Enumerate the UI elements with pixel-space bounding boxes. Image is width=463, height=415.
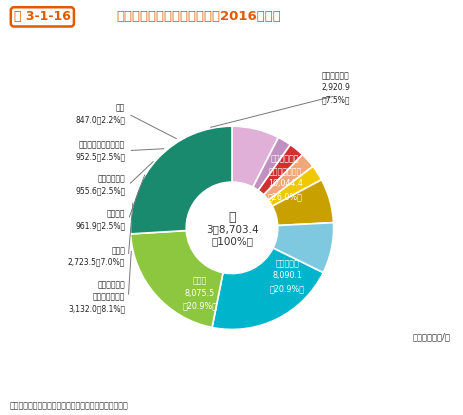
Text: 鉱業
847.0（2.2%）: 鉱業 847.0（2.2%） (75, 104, 125, 124)
Text: 図 3-1-16: 図 3-1-16 (14, 10, 71, 23)
Text: 資料：環境省「産業廃棄物排出・処理状況調査報告書」: 資料：環境省「産業廃棄物排出・処理状況調査報告書」 (9, 402, 128, 411)
Wedge shape (232, 126, 278, 187)
Wedge shape (272, 222, 333, 273)
Wedge shape (130, 231, 223, 327)
Wedge shape (272, 180, 333, 225)
Text: 建設業
8,075.5
（20.9%）: 建設業 8,075.5 （20.9%） (182, 276, 217, 310)
Text: 化学工業
961.9（2.5%）: 化学工業 961.9（2.5%） (75, 209, 125, 230)
Text: その他の業種
2,920.9
（7.5%）: その他の業種 2,920.9 （7.5%） (320, 71, 350, 104)
Wedge shape (258, 144, 302, 195)
Text: 産業廃棄物の業種別排出量（2016年度）: 産業廃棄物の業種別排出量（2016年度） (116, 10, 280, 23)
Text: 食料品製造業
955.6（2.5%）: 食料品製造業 955.6（2.5%） (75, 175, 125, 195)
Text: 窯業・土石製品製造業
952.5（2.5%）: 窯業・土石製品製造業 952.5（2.5%） (75, 140, 125, 161)
Text: （100%）: （100%） (211, 236, 252, 246)
Text: 計: 計 (228, 211, 235, 224)
Text: 単位：万トン/年: 単位：万トン/年 (411, 332, 449, 341)
Text: パルプ・紙・
紙加工品製造業
3,132.0（8.1%）: パルプ・紙・ 紙加工品製造業 3,132.0（8.1%） (68, 281, 125, 313)
Text: 農業、林業
8,090.1
（20.9%）: 農業、林業 8,090.1 （20.9%） (269, 259, 304, 293)
Text: 電気・ガス・
熱供給・水道業
10,044.4
（26.0%）: 電気・ガス・ 熱供給・水道業 10,044.4 （26.0%） (267, 154, 302, 201)
Wedge shape (268, 166, 321, 206)
Wedge shape (212, 248, 323, 330)
Text: 3億8,703.4: 3億8,703.4 (205, 224, 258, 234)
Wedge shape (130, 126, 232, 234)
Wedge shape (263, 155, 312, 200)
Text: 鉄鋼業
2,723.5（7.0%）: 鉄鋼業 2,723.5（7.0%） (68, 246, 125, 267)
Wedge shape (252, 137, 290, 190)
Circle shape (186, 182, 277, 273)
